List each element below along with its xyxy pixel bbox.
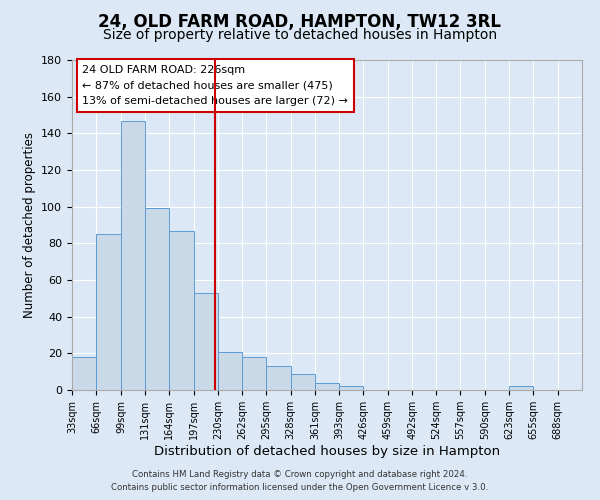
Text: 24 OLD FARM ROAD: 226sqm
← 87% of detached houses are smaller (475)
13% of semi-: 24 OLD FARM ROAD: 226sqm ← 87% of detach… xyxy=(82,65,348,106)
Bar xyxy=(218,352,242,390)
Y-axis label: Number of detached properties: Number of detached properties xyxy=(23,132,35,318)
Text: Size of property relative to detached houses in Hampton: Size of property relative to detached ho… xyxy=(103,28,497,42)
Bar xyxy=(242,357,266,390)
Bar xyxy=(72,357,97,390)
Bar xyxy=(121,120,145,390)
Bar xyxy=(266,366,290,390)
Bar xyxy=(315,382,339,390)
Bar xyxy=(97,234,121,390)
Text: Contains HM Land Registry data © Crown copyright and database right 2024.
Contai: Contains HM Land Registry data © Crown c… xyxy=(112,470,488,492)
X-axis label: Distribution of detached houses by size in Hampton: Distribution of detached houses by size … xyxy=(154,445,500,458)
Bar xyxy=(145,208,169,390)
Bar xyxy=(509,386,533,390)
Bar xyxy=(339,386,364,390)
Text: 24, OLD FARM ROAD, HAMPTON, TW12 3RL: 24, OLD FARM ROAD, HAMPTON, TW12 3RL xyxy=(98,12,502,30)
Bar xyxy=(194,293,218,390)
Bar xyxy=(169,230,194,390)
Bar xyxy=(290,374,315,390)
